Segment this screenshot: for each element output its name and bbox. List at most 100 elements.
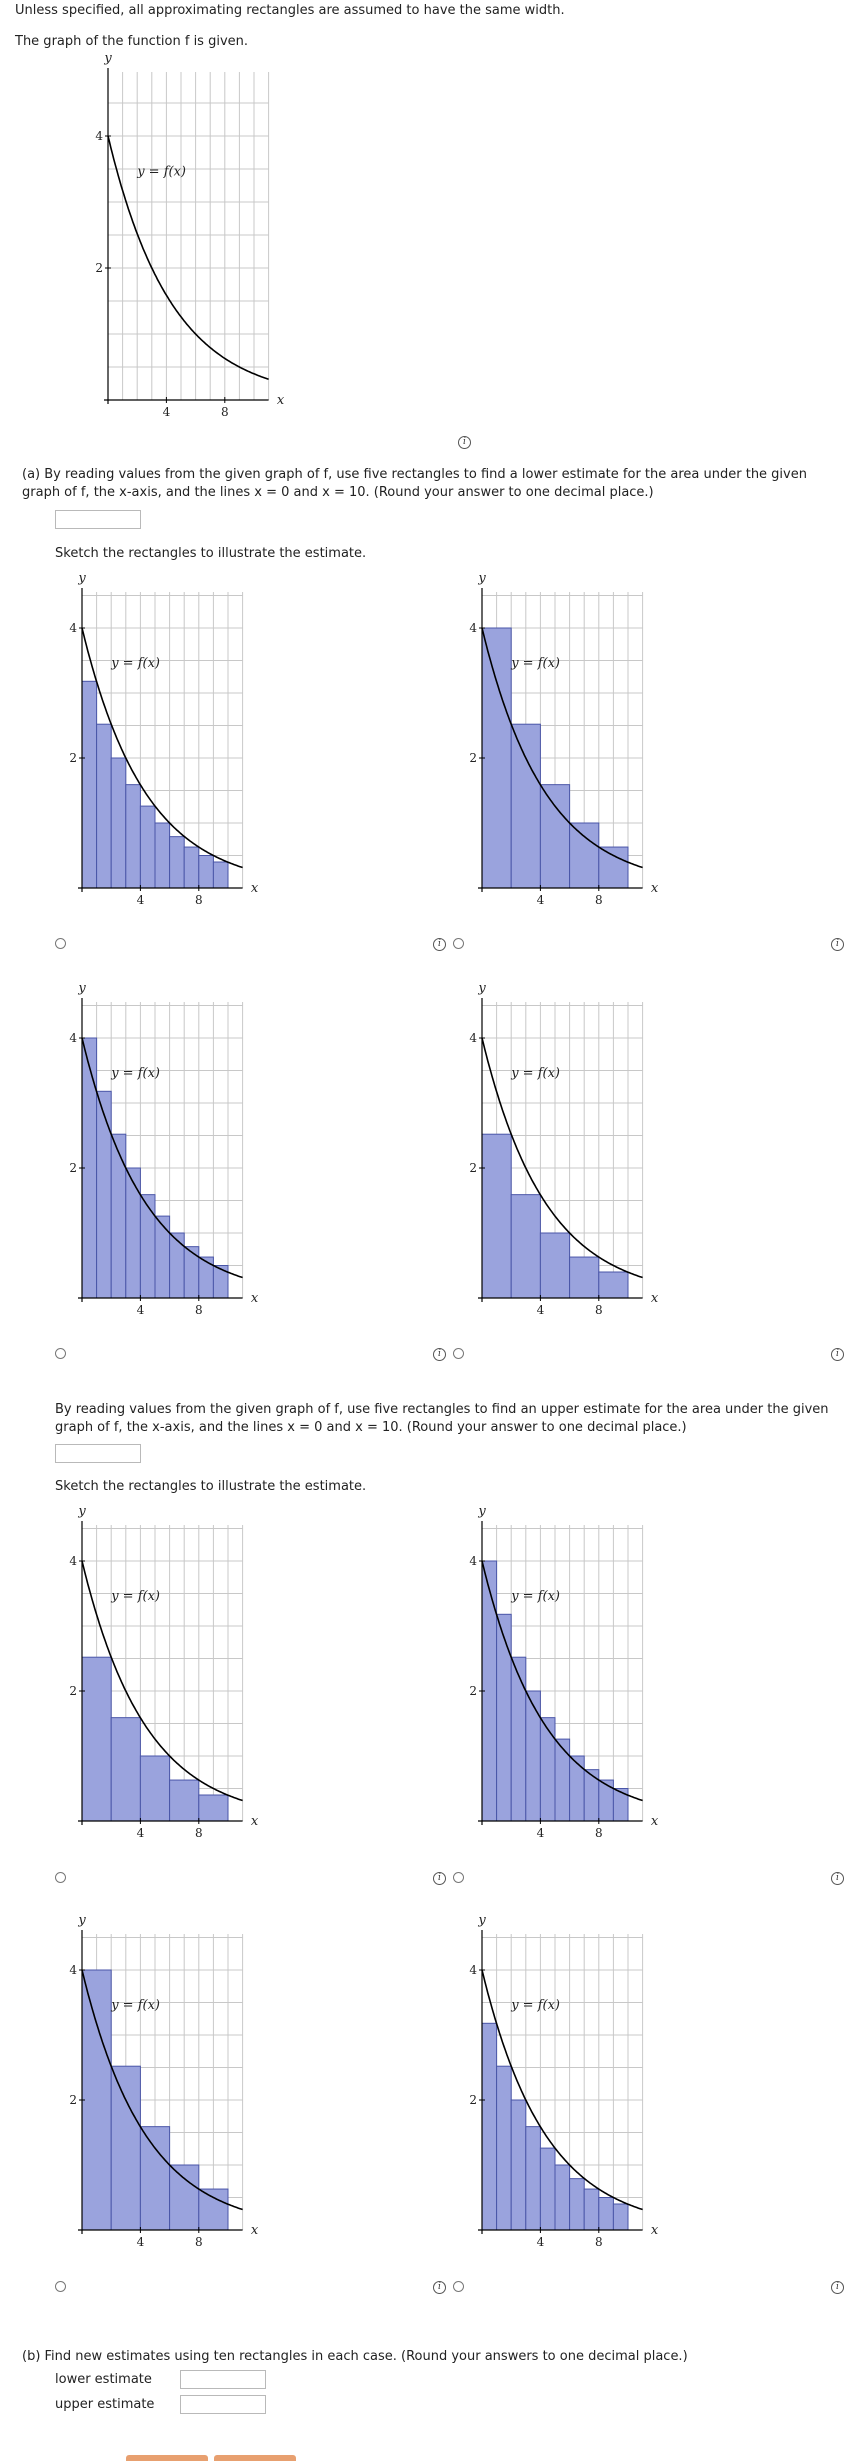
y-axis-label: y <box>103 51 112 66</box>
x-axis-label: x <box>251 1814 259 1829</box>
approx-rectangle <box>539 2147 556 2231</box>
curve-label: y = f(x) <box>110 1066 160 1081</box>
approx-rectangle <box>598 1271 629 1299</box>
part-b-question: (b) Find new estimates using ten rectang… <box>22 2349 688 2364</box>
approx-rectangle <box>598 1779 614 1822</box>
y-tick-label: 2 <box>469 1161 477 1175</box>
x-tick-label: 4 <box>537 893 545 907</box>
x-axis-label: x <box>651 1814 659 1829</box>
approx-rectangle <box>583 1769 600 1822</box>
upper-choice-1-radio[interactable] <box>55 1872 66 1883</box>
upper-choice-2-radio[interactable] <box>453 1872 464 1883</box>
x-tick-label: 8 <box>195 2235 203 2249</box>
approx-rectangle <box>110 2065 141 2231</box>
approx-rectangle <box>598 846 629 889</box>
approx-rectangle <box>183 1246 200 1299</box>
y-axis-label: y <box>77 981 86 996</box>
y-axis-label: y <box>77 1504 86 1519</box>
curve-label: y = f(x) <box>110 1589 160 1604</box>
approx-rectangle <box>198 1794 229 1822</box>
lower-choice-4-radio[interactable] <box>453 1348 464 1359</box>
approx-rectangle <box>554 2164 571 2231</box>
part-a-lower-estimate-input[interactable] <box>55 510 141 529</box>
x-tick-label: 4 <box>537 2235 545 2249</box>
info-icon[interactable]: i <box>831 1872 844 1885</box>
x-axis-label: x <box>651 881 659 896</box>
function-curve <box>81 627 243 869</box>
info-icon[interactable]: i <box>831 938 844 951</box>
info-icon[interactable]: i <box>433 1872 446 1885</box>
grid <box>108 72 270 400</box>
y-tick-label: 2 <box>69 2093 77 2107</box>
approx-rectangle <box>510 723 541 889</box>
upper-choice-3-radio[interactable] <box>55 2281 66 2292</box>
info-icon[interactable]: i <box>831 1348 844 1361</box>
x-axis-label: x <box>651 1291 659 1306</box>
upper-estimate-input[interactable] <box>55 1444 141 1463</box>
x-tick-label: 4 <box>137 893 145 907</box>
function-curve <box>481 1560 643 1802</box>
x-tick-label: 4 <box>537 1303 545 1317</box>
curve-label: y = f(x) <box>136 165 186 180</box>
approx-rectangle <box>169 1779 200 1822</box>
ten-rect-lower-estimate-input[interactable] <box>180 2370 266 2389</box>
y-tick-label: 4 <box>469 1031 477 1045</box>
approx-rectangle <box>612 2203 629 2231</box>
approx-rectangle <box>169 1232 185 1299</box>
approx-rectangle <box>183 846 200 889</box>
approx-rectangle <box>81 680 98 889</box>
x-tick-label: 8 <box>195 1826 203 1840</box>
x-tick-label: 8 <box>195 893 203 907</box>
x-tick-label: 4 <box>537 1826 545 1840</box>
approx-rectangle <box>139 2126 171 2231</box>
upper-choice-4-graph: 4 8 2 4 y x y = f(x) <box>469 1913 659 2249</box>
y-tick-label: 4 <box>69 1554 77 1568</box>
info-icon[interactable]: i <box>433 1348 446 1361</box>
approx-rectangle <box>96 1090 112 1299</box>
x-tick-label: 8 <box>595 1303 603 1317</box>
approx-rectangle <box>139 1755 171 1822</box>
approx-rectangle <box>125 1167 141 1299</box>
x-axis-label: x <box>277 393 285 408</box>
lower-choice-2-radio[interactable] <box>453 938 464 949</box>
save-progress-button[interactable] <box>214 2455 296 2461</box>
x-axis-label: x <box>251 881 259 896</box>
y-tick-label: 2 <box>69 1161 77 1175</box>
approx-rectangle <box>110 1133 127 1299</box>
part-a-sketch-instruction: Sketch the rectangles to illustrate the … <box>55 546 367 561</box>
x-tick-label: 8 <box>595 893 603 907</box>
info-icon[interactable]: i <box>433 2281 446 2294</box>
info-icon[interactable]: i <box>433 938 446 951</box>
info-icon[interactable]: i <box>831 2281 844 2294</box>
part-a-question: (a) By reading values from the given gra… <box>22 467 807 500</box>
ten-rect-upper-estimate-input[interactable] <box>180 2395 266 2414</box>
y-tick-label: 4 <box>469 1554 477 1568</box>
approx-rectangle <box>169 836 185 889</box>
y-axis-label: y <box>77 571 86 586</box>
approx-rectangle <box>569 1755 585 1822</box>
x-tick-label: 4 <box>163 405 171 419</box>
approx-rectangle <box>481 627 512 889</box>
submit-answer-button[interactable] <box>126 2455 208 2461</box>
upper-choice-2-graph: 4 8 2 4 y x y = f(x) <box>469 1504 659 1840</box>
y-tick-label: 4 <box>69 1031 77 1045</box>
lower-choice-3-radio[interactable] <box>55 1348 66 1359</box>
approx-rectangle <box>139 1194 156 1299</box>
y-tick-label: 2 <box>469 2093 477 2107</box>
upper-choice-4-radio[interactable] <box>453 2281 464 2292</box>
y-axis-label: y <box>477 1913 486 1928</box>
approx-rectangle <box>481 1133 512 1299</box>
lower-choice-1-radio[interactable] <box>55 938 66 949</box>
approx-rectangle <box>510 1656 527 1822</box>
info-icon[interactable]: i <box>458 436 471 449</box>
approx-rectangle <box>212 1265 229 1299</box>
approx-rectangle <box>569 2178 585 2231</box>
approx-rectangle <box>569 822 600 889</box>
lower-estimate-label: lower estimate <box>55 2372 152 2387</box>
approx-rectangle <box>198 855 214 889</box>
approx-rectangle <box>125 784 141 889</box>
function-curve <box>481 627 643 869</box>
instruction-note: Unless specified, all approximating rect… <box>15 3 565 18</box>
y-tick-label: 2 <box>69 1684 77 1698</box>
approx-rectangle <box>554 1738 571 1822</box>
